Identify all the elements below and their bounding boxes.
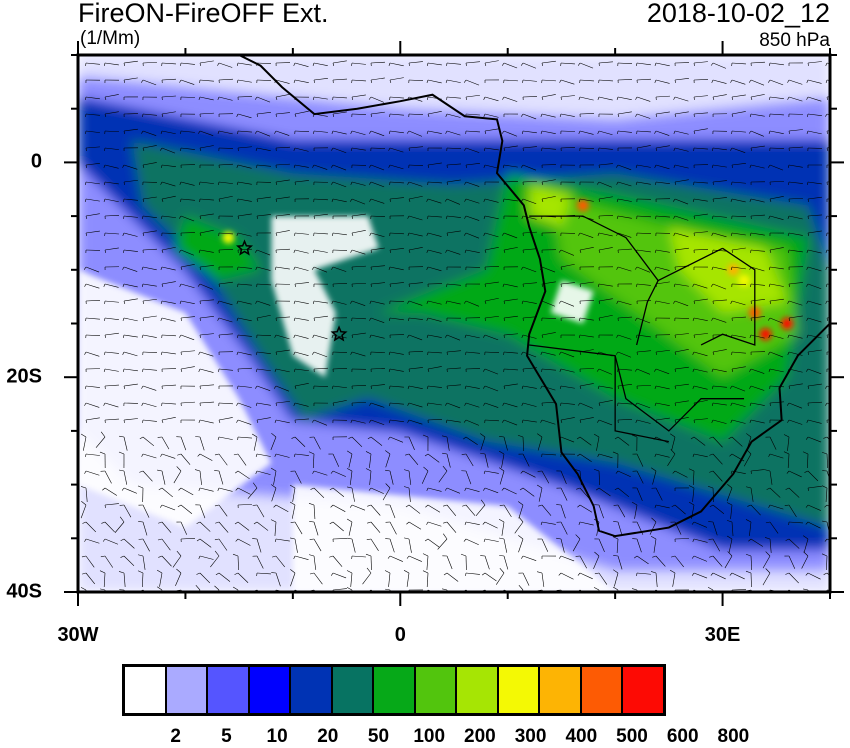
y-tick-label: 20S <box>6 366 42 389</box>
colorbar-swatch <box>333 667 375 713</box>
x-tick-label: 0 <box>395 624 406 647</box>
colorbar-label: 20 <box>317 726 338 748</box>
colorbar-swatch <box>499 667 541 713</box>
field-hotspot <box>727 264 739 276</box>
colorbar-label: 800 <box>718 726 750 748</box>
colorbar-label: 500 <box>616 726 648 748</box>
colorbar-label: 2 <box>170 726 181 748</box>
colorbar-label: 200 <box>464 726 496 748</box>
field-hotspot <box>781 318 793 330</box>
colorbar-swatch <box>582 667 624 713</box>
colorbar <box>122 664 666 716</box>
colorbar-swatch <box>250 667 292 713</box>
colorbar-swatch <box>540 667 582 713</box>
colorbar-swatch <box>167 667 209 713</box>
colorbar-swatch <box>457 667 499 713</box>
y-tick-label: 40S <box>6 581 42 604</box>
colorbar-label: 100 <box>413 726 445 748</box>
colorbar-swatch <box>374 667 416 713</box>
colorbar-swatch <box>125 667 167 713</box>
colorbar-label: 5 <box>221 726 232 748</box>
colorbar-label: 10 <box>267 726 288 748</box>
y-tick-label: 0 <box>31 151 42 174</box>
colorbar-swatch <box>623 667 663 713</box>
colorbar-label: 400 <box>565 726 597 748</box>
extinction-field <box>78 55 830 592</box>
x-tick-label: 30W <box>57 624 98 647</box>
colorbar-swatch <box>291 667 333 713</box>
colorbar-swatch <box>416 667 458 713</box>
field-hotspot <box>577 199 589 211</box>
colorbar-swatch <box>208 667 250 713</box>
colorbar-label: 50 <box>368 726 389 748</box>
field-hotspot <box>760 328 772 340</box>
colorbar-label: 300 <box>515 726 547 748</box>
colorbar-label: 600 <box>667 726 699 748</box>
x-tick-label: 30E <box>705 624 741 647</box>
